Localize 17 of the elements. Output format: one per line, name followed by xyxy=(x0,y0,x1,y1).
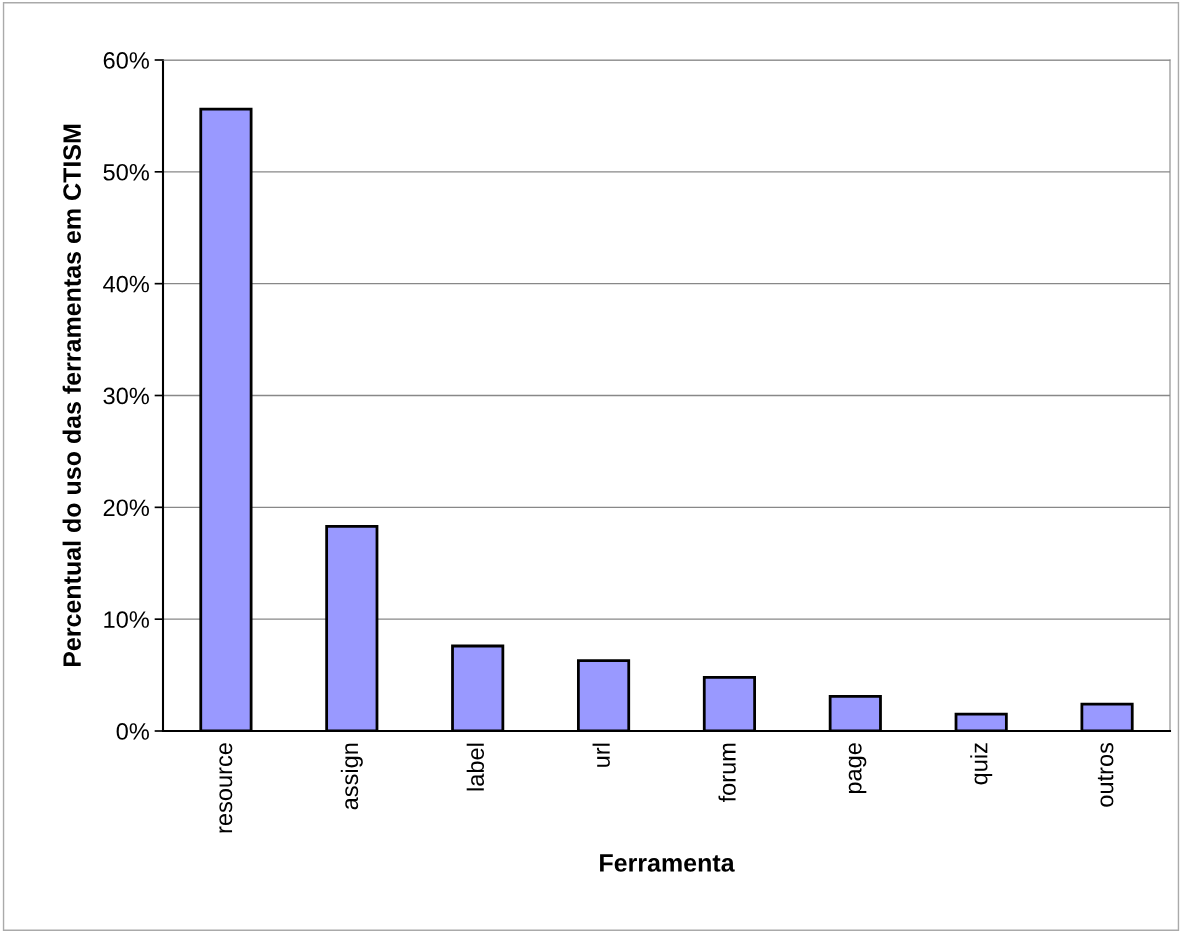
x-tick-label: label xyxy=(466,743,485,791)
x-tick-label: outros xyxy=(1097,742,1114,807)
x-tick-label: url xyxy=(592,743,610,767)
y-axis-title: Percentual do uso das ferramentas em CTISM xyxy=(62,124,81,667)
x-tick-label: resource xyxy=(219,743,233,833)
y-tick-label: 20% xyxy=(103,499,149,517)
x-tick-label: page xyxy=(848,743,867,794)
y-tick-label: 40% xyxy=(103,275,149,293)
x-tick-label: assign xyxy=(340,743,363,810)
x-axis-title: Ferramenta xyxy=(600,854,735,872)
x-tick-label: forum xyxy=(718,743,736,803)
y-tick-label: 0% xyxy=(116,723,149,740)
y-tick-label: 60% xyxy=(103,52,149,69)
x-tick-label: quiz xyxy=(970,743,993,785)
y-tick-label: 50% xyxy=(103,163,149,181)
y-tick-label: 10% xyxy=(104,611,149,628)
y-tick-label: 30% xyxy=(103,387,149,405)
